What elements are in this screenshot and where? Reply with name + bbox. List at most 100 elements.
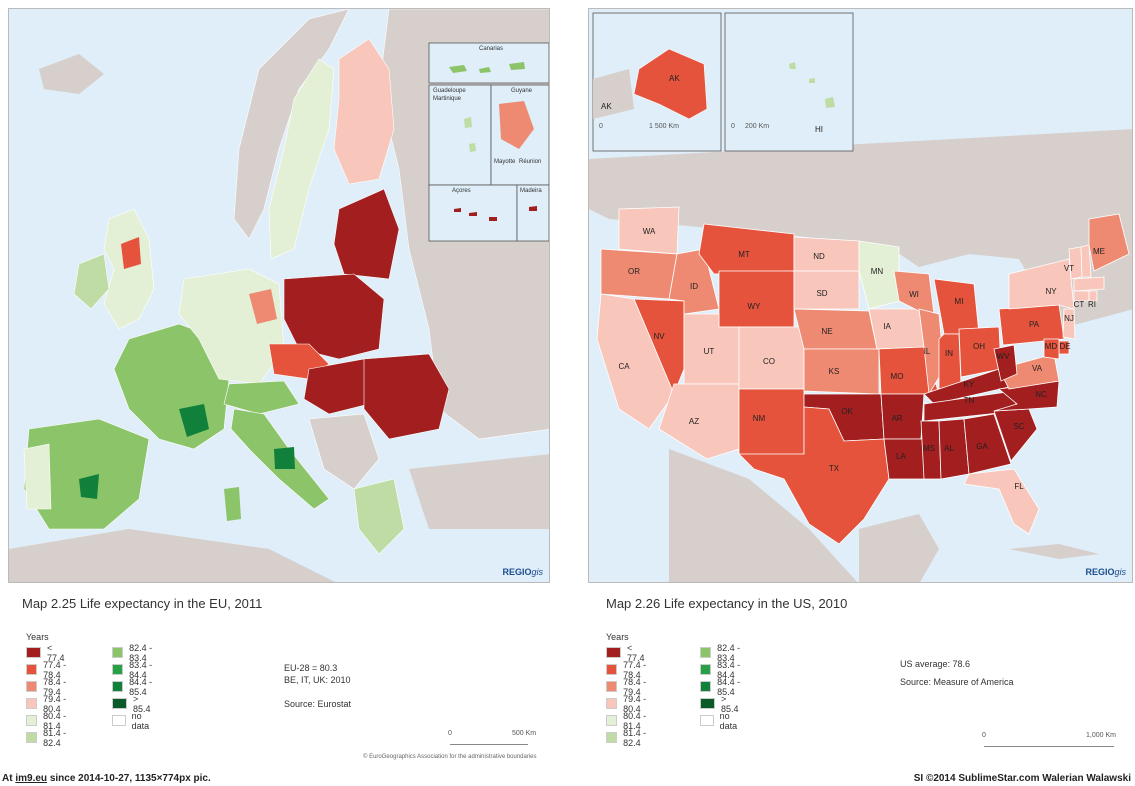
state-nd bbox=[793, 236, 860, 272]
state-vt bbox=[1068, 246, 1083, 280]
us-legend-item: 84.4 - 85.4 bbox=[700, 676, 742, 697]
state-ri bbox=[1088, 290, 1098, 302]
state-label-ok: OK bbox=[841, 407, 853, 416]
state-ne bbox=[793, 308, 878, 350]
alaska-scale-end: 1 500 Km bbox=[649, 123, 679, 130]
us-legend-item: 78.4 - 79.4 bbox=[606, 677, 648, 697]
us-legend-item: 79.4 - 80.4 bbox=[606, 693, 648, 714]
eu-legend-column-left: < 77.4 77.4 - 78.4 78.4 - 79.4 79.4 - 80.4 8… bbox=[26, 642, 68, 748]
state-label-nm: NM bbox=[753, 414, 766, 423]
eu-legend-swatch bbox=[26, 715, 38, 726]
state-label-sc: SC bbox=[1013, 422, 1024, 431]
eu-legend-swatch bbox=[112, 664, 124, 675]
eu-legend-item: > 85.4 bbox=[112, 693, 154, 714]
state-label-in: IN bbox=[945, 349, 953, 358]
footer-suffix: since 2014-10-27, 1135×774px pic. bbox=[49, 773, 211, 784]
inset-label-mayotte: Mayotte bbox=[494, 159, 516, 165]
state-label-ny: NY bbox=[1045, 287, 1057, 296]
state-wy bbox=[718, 270, 795, 328]
us-legend-label: > 85.4 bbox=[721, 693, 739, 714]
eu-legend-swatch bbox=[112, 647, 124, 658]
state-label-ak: AK bbox=[669, 74, 680, 83]
us-stat-source: Source: Measure of America bbox=[900, 677, 1014, 687]
us-legend-swatch bbox=[606, 664, 618, 675]
us-legend-item: 82.4 - 83.4 bbox=[700, 643, 742, 663]
hawaii-scale-end: 200 Km bbox=[745, 123, 770, 130]
eu-legend-swatch bbox=[26, 681, 38, 692]
state-va bbox=[998, 353, 1060, 390]
us-legend-item: no data bbox=[700, 711, 742, 731]
us-legend-swatch bbox=[700, 681, 712, 692]
inset-label-reunion: Réunion bbox=[519, 159, 542, 165]
us-legend-label: 84.4 - 85.4 bbox=[717, 676, 741, 697]
us-legend-label: 79.4 - 80.4 bbox=[623, 693, 647, 714]
eu-legend-swatch bbox=[112, 715, 126, 726]
state-label-nd: ND bbox=[813, 252, 825, 261]
state-fl bbox=[963, 468, 1040, 535]
us-legend-swatch bbox=[700, 647, 712, 658]
image-host-footer: At im9.eu since 2014-10-27, 1135×774px p… bbox=[0, 772, 1135, 786]
eu-legend-label: 80.4 - 81.4 bbox=[43, 710, 67, 731]
state-label-id: ID bbox=[690, 282, 698, 291]
state-label-oh: OH bbox=[973, 342, 985, 351]
state-md bbox=[1043, 338, 1060, 360]
eu-legend-item: 79.4 - 80.4 bbox=[26, 694, 68, 714]
eu-legend-swatch bbox=[112, 698, 127, 709]
state-ks bbox=[803, 348, 880, 395]
state-label-nv: NV bbox=[653, 332, 665, 341]
us-legend-swatch bbox=[606, 715, 618, 726]
state-label-ky: KY bbox=[964, 380, 975, 389]
us-legend-swatch bbox=[606, 647, 621, 658]
state-label-wy: WY bbox=[748, 302, 762, 311]
footer-site-link[interactable]: im9.eu bbox=[15, 773, 48, 784]
state-il bbox=[918, 308, 945, 396]
alaska-scale-zero: 0 bbox=[599, 123, 603, 130]
state-label-ut: UT bbox=[704, 347, 715, 356]
state-label-az: AZ bbox=[689, 417, 699, 426]
state-label-wa: WA bbox=[643, 227, 656, 236]
eu-legend-label: no data bbox=[131, 710, 150, 731]
us-legend-label: 77.4 - 78.4 bbox=[623, 659, 647, 680]
eu-legend-swatch bbox=[112, 681, 124, 692]
us-legend-swatch bbox=[700, 664, 712, 675]
eu-scale-bar: 0 500 Km bbox=[448, 730, 548, 750]
eu-legend: Years < 77.4 77.4 - 78.4 78.4 - 79.4 79.4 -… bbox=[26, 632, 152, 748]
state-label-mt: MT bbox=[738, 250, 750, 259]
us-map-title: Map 2.26 Life expectancy in the US, 2010 bbox=[606, 596, 848, 611]
alaska-scale-bar: 0 1 500 Km bbox=[599, 123, 709, 143]
eu-legend-item: 80.4 - 81.4 bbox=[26, 710, 68, 731]
state-label-wi: WI bbox=[909, 290, 919, 299]
us-legend-title: Years bbox=[606, 632, 629, 642]
state-wv bbox=[993, 344, 1018, 382]
state-label-tx: TX bbox=[829, 464, 840, 473]
eu-copyright: © EuroGeographics Association for the ad… bbox=[363, 754, 537, 760]
state-label-ks: KS bbox=[829, 367, 840, 376]
us-legend-swatch bbox=[700, 698, 715, 709]
hawaii-scale-zero: 0 bbox=[731, 123, 735, 130]
us-regio-text: REGIO bbox=[1085, 567, 1115, 577]
us-scale-end: 1,000 Km bbox=[1086, 732, 1116, 739]
state-label-ia: IA bbox=[883, 322, 891, 331]
us-legend-swatch bbox=[606, 732, 618, 743]
us-stat-average: US average: 78.6 bbox=[900, 659, 971, 669]
footer-prefix: At bbox=[2, 773, 13, 784]
state-label-ak: AK bbox=[601, 102, 612, 111]
us-scale-bar: 0 1,000 Km bbox=[982, 732, 1132, 752]
inset-label-madeira: Madeira bbox=[520, 188, 542, 194]
eu-legend-label: > 85.4 bbox=[133, 693, 151, 714]
state-label-de: DE bbox=[1059, 342, 1070, 351]
eu-legend-label: < 77.4 bbox=[47, 642, 65, 663]
state-nh bbox=[1080, 244, 1092, 278]
state-label-ri: RI bbox=[1088, 300, 1096, 309]
state-label-mn: MN bbox=[871, 267, 884, 276]
us-map: WA OR CA NV ID MT WY UT AZ CO NM ND SD NE KS OK TX MN IA MO… bbox=[588, 8, 1133, 583]
state-label-hi: HI bbox=[815, 125, 823, 134]
state-label-ca: CA bbox=[618, 362, 630, 371]
state-label-ne: NE bbox=[821, 327, 832, 336]
eu-legend-item: no data bbox=[112, 710, 154, 731]
eu-legend-label: 84.4 - 85.4 bbox=[129, 676, 153, 697]
eu-scale-end: 500 Km bbox=[512, 730, 537, 737]
eu-legend-item: 78.4 - 79.4 bbox=[26, 677, 68, 697]
us-legend-swatch bbox=[700, 715, 714, 726]
us-regio-gis-logo: REGIOgis bbox=[1085, 567, 1126, 577]
